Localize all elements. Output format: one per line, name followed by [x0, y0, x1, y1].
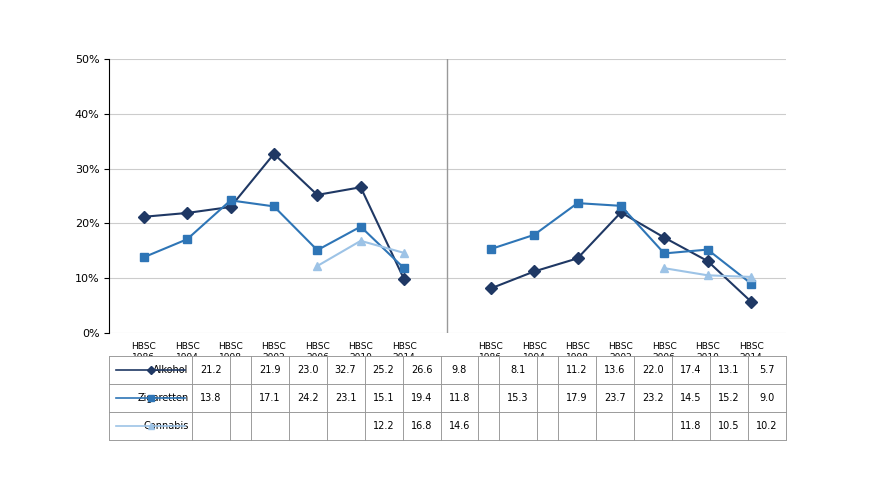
- Text: 13.1: 13.1: [718, 365, 739, 375]
- Text: 22.0: 22.0: [642, 365, 663, 375]
- Bar: [634, 356, 672, 384]
- Bar: [402, 356, 441, 384]
- Text: 15.2: 15.2: [718, 393, 739, 403]
- Bar: [672, 356, 710, 384]
- Bar: [289, 412, 327, 440]
- Bar: [327, 412, 365, 440]
- Text: 12.2: 12.2: [373, 421, 395, 431]
- Text: 25.2: 25.2: [373, 365, 395, 375]
- Text: 14.6: 14.6: [449, 421, 471, 431]
- Bar: [109, 384, 192, 412]
- Text: 17.4: 17.4: [680, 365, 702, 375]
- Text: 26.6: 26.6: [411, 365, 432, 375]
- Bar: [230, 356, 251, 384]
- Text: 21.9: 21.9: [259, 365, 280, 375]
- Bar: [251, 384, 289, 412]
- Bar: [251, 412, 289, 440]
- Text: 17.1: 17.1: [259, 393, 280, 403]
- Bar: [478, 356, 499, 384]
- Bar: [499, 384, 537, 412]
- Text: 13.8: 13.8: [200, 393, 222, 403]
- Bar: [748, 356, 786, 384]
- Bar: [748, 384, 786, 412]
- Bar: [402, 412, 441, 440]
- Bar: [230, 384, 251, 412]
- Text: 16.8: 16.8: [411, 421, 432, 431]
- Text: 15.3: 15.3: [507, 393, 529, 403]
- Bar: [672, 384, 710, 412]
- Text: 21.2: 21.2: [200, 365, 222, 375]
- Bar: [596, 384, 634, 412]
- Text: 23.7: 23.7: [604, 393, 626, 403]
- Text: Zigaretten: Zigaretten: [137, 393, 189, 403]
- Bar: [289, 356, 327, 384]
- Bar: [192, 412, 230, 440]
- Text: 5.7: 5.7: [759, 365, 774, 375]
- Text: 13.6: 13.6: [604, 365, 626, 375]
- Bar: [441, 384, 478, 412]
- Bar: [365, 384, 402, 412]
- Text: Alkohol: Alkohol: [154, 365, 189, 375]
- Bar: [365, 356, 402, 384]
- Bar: [478, 412, 499, 440]
- Bar: [710, 356, 748, 384]
- Text: 10.2: 10.2: [756, 421, 778, 431]
- Bar: [558, 384, 596, 412]
- Bar: [537, 384, 558, 412]
- Text: 8.1: 8.1: [511, 365, 526, 375]
- Bar: [499, 356, 537, 384]
- Bar: [634, 412, 672, 440]
- Bar: [327, 384, 365, 412]
- Bar: [289, 384, 327, 412]
- Bar: [558, 412, 596, 440]
- Bar: [634, 384, 672, 412]
- Text: Mädchen: Mädchen: [595, 390, 646, 400]
- Bar: [441, 356, 478, 384]
- Bar: [230, 412, 251, 440]
- Text: 9.8: 9.8: [452, 365, 467, 375]
- Bar: [109, 412, 192, 440]
- Text: 11.2: 11.2: [566, 365, 588, 375]
- Bar: [537, 412, 558, 440]
- Text: 23.0: 23.0: [297, 365, 319, 375]
- Bar: [192, 356, 230, 384]
- Bar: [499, 412, 537, 440]
- Bar: [596, 356, 634, 384]
- Text: 19.4: 19.4: [411, 393, 432, 403]
- Text: 9.0: 9.0: [760, 393, 774, 403]
- Bar: [109, 356, 786, 384]
- Bar: [402, 384, 441, 412]
- Text: 15.1: 15.1: [373, 393, 395, 403]
- Bar: [672, 412, 710, 440]
- Bar: [109, 412, 786, 440]
- Bar: [537, 356, 558, 384]
- Text: 11.8: 11.8: [449, 393, 471, 403]
- Text: Cannabis: Cannabis: [143, 421, 189, 431]
- Bar: [441, 412, 478, 440]
- Bar: [710, 384, 748, 412]
- Bar: [748, 412, 786, 440]
- Bar: [365, 412, 402, 440]
- Bar: [109, 384, 786, 412]
- Bar: [251, 356, 289, 384]
- Text: 14.5: 14.5: [680, 393, 702, 403]
- Bar: [109, 356, 192, 384]
- Bar: [710, 412, 748, 440]
- Text: 11.8: 11.8: [680, 421, 702, 431]
- Text: 17.9: 17.9: [566, 393, 588, 403]
- Text: 23.2: 23.2: [642, 393, 663, 403]
- Text: 32.7: 32.7: [334, 365, 356, 375]
- Bar: [596, 412, 634, 440]
- Text: 23.1: 23.1: [335, 393, 356, 403]
- Bar: [327, 356, 365, 384]
- Bar: [478, 384, 499, 412]
- Bar: [192, 384, 230, 412]
- Text: Jungen: Jungen: [255, 390, 293, 400]
- Text: 10.5: 10.5: [718, 421, 739, 431]
- Bar: [558, 356, 596, 384]
- Text: 24.2: 24.2: [297, 393, 319, 403]
